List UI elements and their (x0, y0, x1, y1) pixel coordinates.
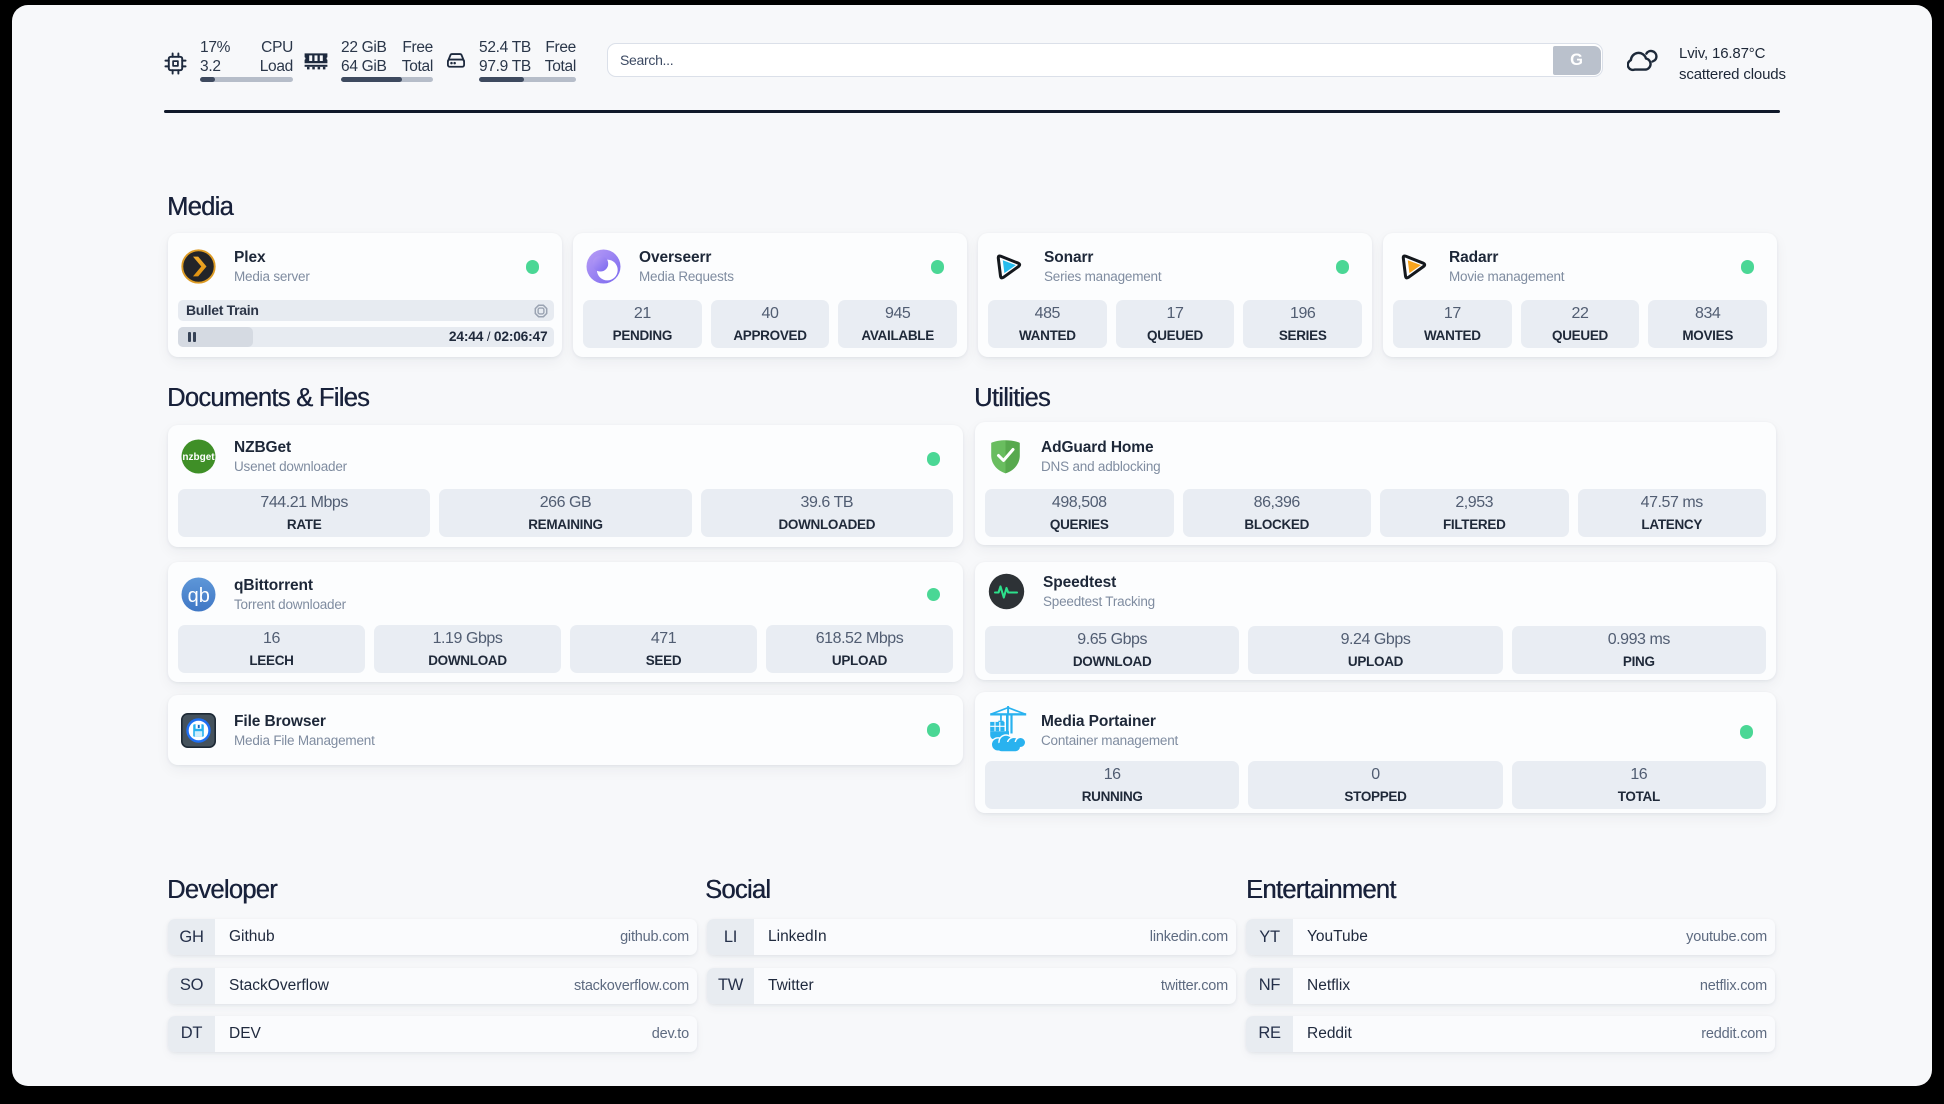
svg-text:nzbget: nzbget (182, 452, 215, 463)
svg-text:qb: qb (188, 585, 210, 607)
